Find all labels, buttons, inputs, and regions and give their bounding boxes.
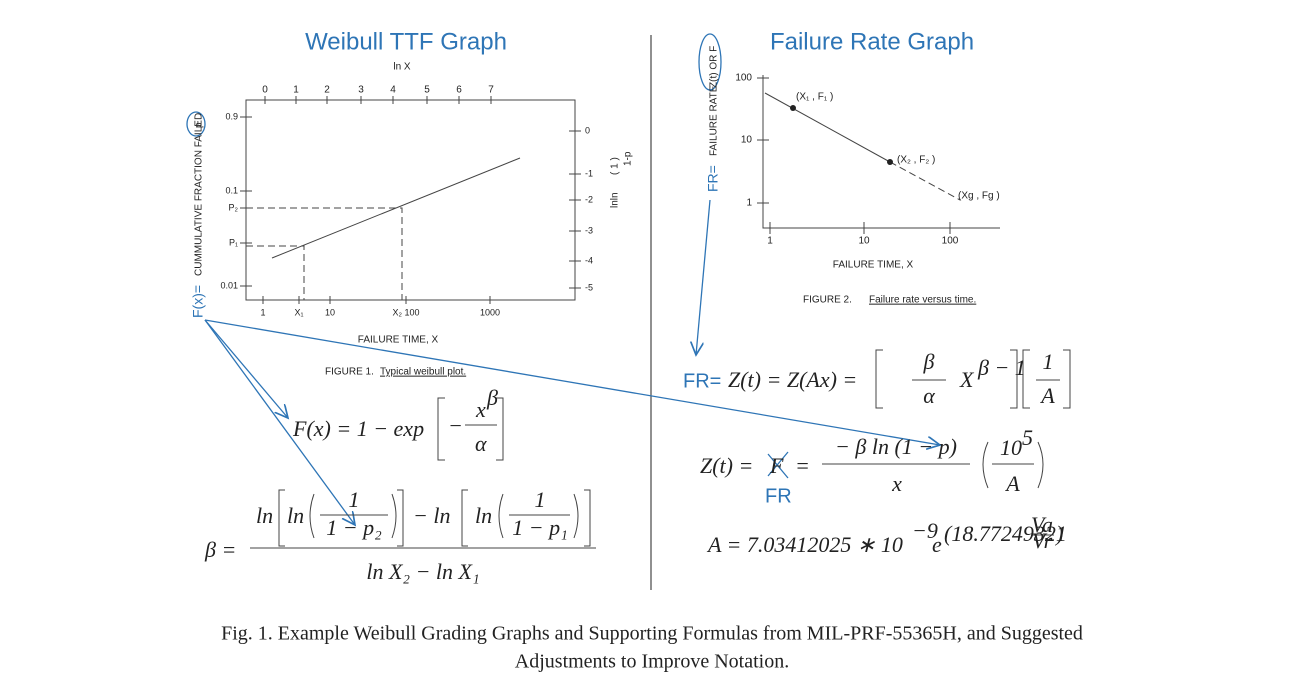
formula: A [1004,471,1020,496]
figure-label: FIGURE 1. [325,367,374,378]
formula: 1 − p₁ [512,515,568,540]
formula: 1 [349,487,360,512]
formula: − ln [413,503,450,528]
formula: x [891,471,902,496]
axis-label: 1-p [623,151,634,166]
axis-label: lnln [610,192,621,208]
tick-label: 0.1 [225,185,238,195]
formula: −9 [912,518,938,543]
formula: Vr [1032,528,1053,553]
caption: Adjustments to Improve Notation. [515,651,789,673]
axis-label: FAILURE TIME, X [358,335,439,346]
tick-label: -3 [585,225,593,235]
axis-label: FAILURE RATE [709,85,720,156]
tick-label: 1000 [480,307,500,317]
tick-label: 1 [767,236,773,247]
formula: Va [1031,512,1053,537]
tick-label: 0.9 [225,111,238,121]
tick-label: 1 [293,85,299,96]
tick-label: 0 [585,125,590,135]
formula: ln [287,503,304,528]
formula: β − 1 [977,355,1026,380]
tick-label: X₁ [294,307,303,317]
formula: X [959,367,975,392]
formula: ln X₂ − ln X₁ [366,559,479,584]
figure-caption: Failure rate versus time. [869,295,976,306]
tick-label: 10 [325,307,335,317]
formula: − β ln (1 − p) [835,434,957,459]
axis-prefix: FR= [705,165,721,192]
tick-label: -5 [585,282,593,292]
point-label: (X₂ , F₂ ) [897,155,935,166]
formula: β [486,385,498,410]
formula: ln [256,503,273,528]
tick-label: 100 [942,236,959,247]
formula: α [475,431,487,456]
figure-label: FIGURE 2. [803,295,852,306]
formula: ) [1054,521,1063,546]
tick-label: 3 [358,85,364,96]
tick-label: X₂ 100 [392,307,419,317]
tick-label: 10 [741,135,753,146]
formula: x [475,397,486,422]
axis-label: CUMMULATIVE FRACTION FAILED [194,113,205,276]
tick-label: P₂ [229,202,239,212]
point-label: (X₁ , F₁ ) [796,92,833,103]
formula: Z(t) = [700,453,753,478]
formula: F(x) = 1 − exp [292,416,424,441]
figure-caption: Typical weibull plot. [380,367,466,378]
formula-prefix: FR= [683,370,721,392]
axis-label: p [194,122,205,128]
formula: A [1039,383,1055,408]
formula: 1 [535,487,546,512]
formula-note: FR [765,485,792,507]
tick-label: -2 [585,194,593,204]
tick-label: 1 [260,307,265,317]
formula: 10 [1000,435,1022,460]
tick-label: 0.01 [220,280,238,290]
tick-label: 2 [324,85,330,96]
tick-label: 1 [746,198,752,209]
tick-label: 4 [390,85,396,96]
title: Failure Rate Graph [770,28,974,55]
formula: (18.77249321 [944,521,1067,546]
tick-label: 6 [456,85,462,96]
caption: Fig. 1. Example Weibull Grading Graphs a… [221,623,1083,645]
axis-label: ( 1 ) [610,157,621,175]
title: Weibull TTF Graph [305,28,507,55]
tick-label: 0 [262,85,268,96]
texts: Weibull TTF Graph ln X FAILURE TIME, X F… [190,28,1083,672]
formula: F [769,453,784,478]
formula: β [923,349,935,374]
layout [186,33,1071,590]
formula: α [923,383,935,408]
axis-label: Z(t) OR F [709,46,720,88]
axis-label: FAILURE TIME, X [833,260,914,271]
tick-label: 100 [735,73,752,84]
formula: ln [475,503,492,528]
formula: A = 7.03412025 ∗ 10 [706,532,903,557]
formula: 1 − p₂ [326,515,382,540]
formula: − [448,413,463,438]
formula: β = [204,537,236,562]
formula: = [795,453,810,478]
tick-label: 7 [488,85,494,96]
tick-label: -4 [585,255,593,265]
formula: 5 [1022,425,1033,450]
tick-label: 10 [858,236,870,247]
formula: Z(t) = Z(Ax) = [728,367,857,392]
tick-label: 5 [424,85,430,96]
tick-label: -1 [585,168,593,178]
point-label: (Xg , Fg ) [958,191,1000,202]
formula: 1 [1043,349,1054,374]
tick-label: P₁ [229,237,238,247]
formula: e [932,532,942,557]
axis-prefix: F(x)= [190,285,206,318]
axis-label: ln X [393,62,411,73]
